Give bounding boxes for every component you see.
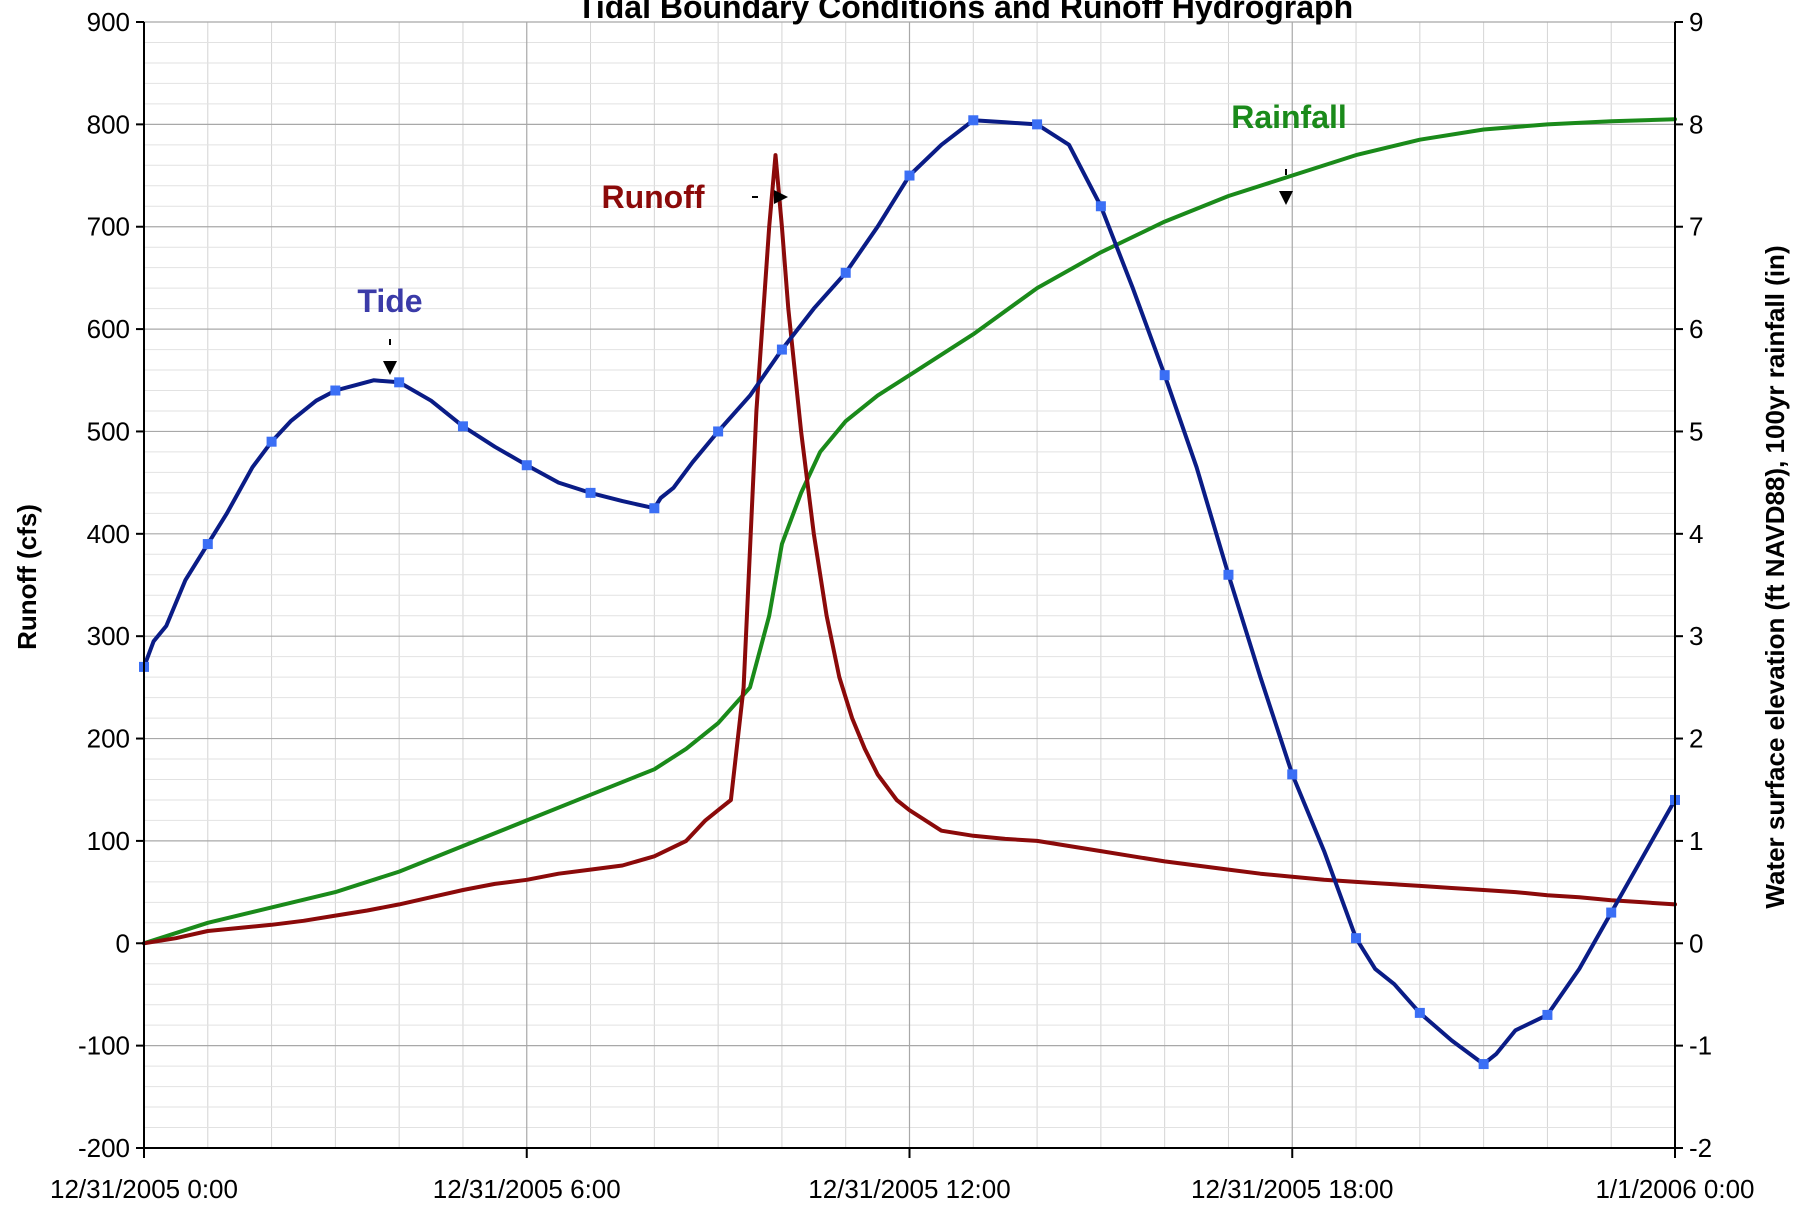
- tide-marker: [1414, 1007, 1425, 1018]
- right-tick-label: 1: [1689, 826, 1703, 856]
- series-annotations: Tide Runoff Rainfall: [357, 99, 1347, 375]
- x-tick-label: 12/31/2005 18:00: [1191, 1174, 1393, 1204]
- left-tick-label: 0: [116, 928, 130, 958]
- left-tick-label: 900: [87, 7, 130, 37]
- left-tick-label: -100: [78, 1031, 130, 1061]
- tide-marker: [776, 344, 787, 355]
- tide-marker: [266, 436, 277, 447]
- tide-marker: [457, 421, 468, 432]
- tide-marker: [649, 503, 660, 514]
- tide-marker: [1032, 119, 1043, 130]
- left-tick-label: -200: [78, 1133, 130, 1163]
- annotation-tide: Tide: [357, 283, 422, 319]
- tide-marker: [1223, 569, 1234, 580]
- right-tick-label: -1: [1689, 1031, 1712, 1061]
- annotation-arrowhead: [1279, 191, 1293, 205]
- annotation-arrowhead: [383, 361, 397, 375]
- left-tick-label: 500: [87, 416, 130, 446]
- left-tick-label: 800: [87, 109, 130, 139]
- axes: [136, 21, 1683, 1158]
- series-line-rainfall: [142, 117, 1677, 946]
- right-tick-label: -2: [1689, 1133, 1712, 1163]
- tide-marker: [394, 377, 405, 388]
- right-tick-label: 8: [1689, 109, 1703, 139]
- tide-marker: [521, 460, 532, 471]
- tide-marker: [713, 426, 724, 437]
- tick-labels: -200 -100 0 100 200 300 400 500 600 700 800 900 -2 -1…: [50, 7, 1755, 1204]
- right-tick-label: 0: [1689, 928, 1703, 958]
- series-line-runoff: [142, 153, 1677, 946]
- tide-marker: [1159, 370, 1170, 381]
- annotation-arrowhead: [774, 190, 788, 204]
- tide-marker: [202, 539, 213, 550]
- series-line-tide: [142, 118, 1677, 1067]
- x-tick-label: 12/31/2005 0:00: [50, 1174, 238, 1204]
- tide-marker: [1606, 907, 1617, 918]
- right-axis-title: Water surface elevation (ft NAVD88), 100…: [1760, 245, 1790, 908]
- annotation-runoff: Runoff: [601, 179, 704, 215]
- tide-marker: [968, 115, 979, 126]
- left-tick-label: 200: [87, 724, 130, 754]
- tide-marker: [840, 267, 851, 278]
- right-tick-label: 9: [1689, 7, 1703, 37]
- tide-marker: [904, 170, 915, 181]
- right-tick-label: 4: [1689, 519, 1703, 549]
- left-tick-label: 700: [87, 212, 130, 242]
- right-tick-label: 2: [1689, 724, 1703, 754]
- x-tick-label: 12/31/2005 12:00: [808, 1174, 1010, 1204]
- x-tick-label: 1/1/2006 0:00: [1595, 1174, 1754, 1204]
- left-tick-label: 100: [87, 826, 130, 856]
- right-tick-label: 6: [1689, 314, 1703, 344]
- x-tick-label: 12/31/2005 6:00: [433, 1174, 621, 1204]
- tide-marker: [1351, 933, 1362, 944]
- tide-marker: [585, 487, 596, 498]
- right-tick-label: 7: [1689, 212, 1703, 242]
- annotation-rainfall: Rainfall: [1231, 99, 1347, 135]
- tide-marker: [1095, 201, 1106, 212]
- left-tick-label: 300: [87, 621, 130, 651]
- left-tick-label: 400: [87, 519, 130, 549]
- chart-title: Tidal Boundary Conditions and Runoff Hyd…: [577, 0, 1353, 25]
- left-tick-label: 600: [87, 314, 130, 344]
- tide-marker: [1478, 1059, 1489, 1070]
- right-tick-label: 5: [1689, 416, 1703, 446]
- tide-marker: [330, 385, 341, 396]
- tide-marker: [1542, 1009, 1553, 1020]
- right-tick-label: 3: [1689, 621, 1703, 651]
- plot-series: [139, 115, 1680, 1070]
- left-axis-title: Runoff (cfs): [12, 504, 42, 650]
- tide-marker: [1287, 769, 1298, 780]
